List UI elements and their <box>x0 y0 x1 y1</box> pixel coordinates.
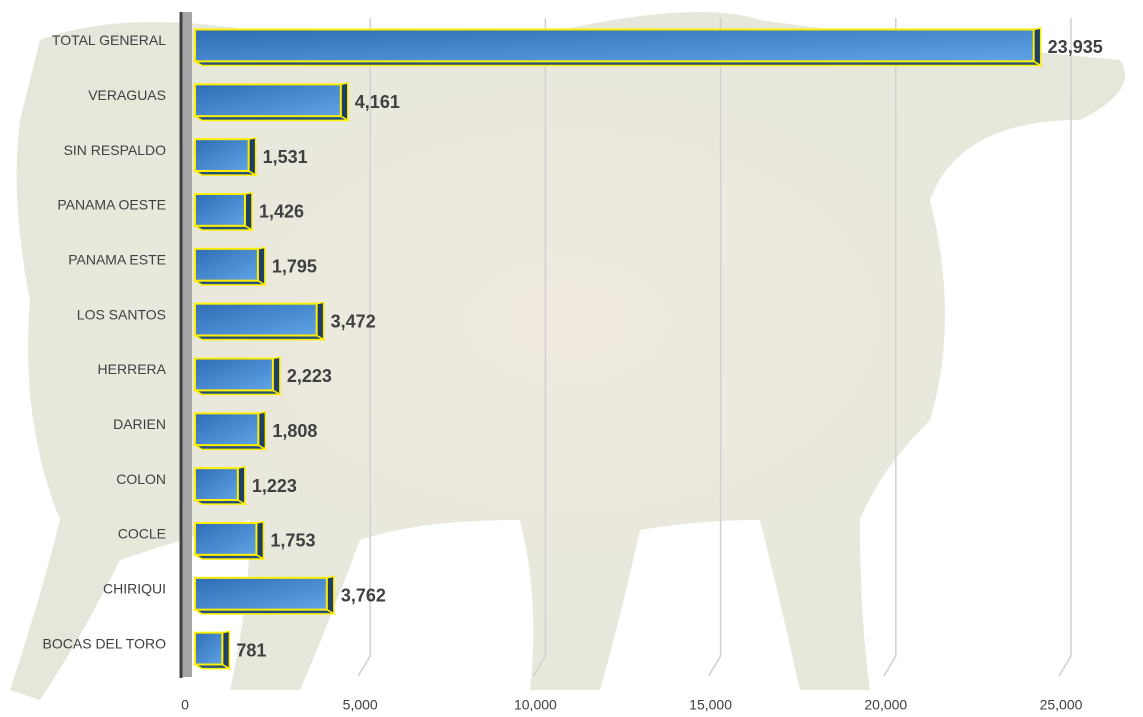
y-tick-label: PANAMA ESTE <box>68 251 166 267</box>
bar-side <box>1032 27 1042 67</box>
bar <box>194 247 259 282</box>
value-label: 1,531 <box>263 147 308 167</box>
bar <box>194 193 246 227</box>
bar <box>194 522 258 556</box>
value-label: 3,472 <box>331 311 376 331</box>
y-tick-label: LOS SANTOS <box>77 306 166 322</box>
grid-line <box>707 18 722 677</box>
y-tick-label: HERRERA <box>98 361 167 377</box>
y-tick-label: DARIEN <box>113 416 166 432</box>
value-label: 3,762 <box>341 586 386 606</box>
value-label: 1,795 <box>272 257 317 277</box>
axis-wall <box>180 12 192 677</box>
bar-side <box>326 575 335 616</box>
bar <box>194 302 318 337</box>
x-tick-label: 10,000 <box>514 697 557 713</box>
grid-line <box>357 18 371 677</box>
y-tick-label: COLON <box>116 471 166 487</box>
value-label: 1,753 <box>270 531 315 551</box>
y-tick-label: CHIRIQUI <box>103 580 166 596</box>
bar-side <box>340 82 349 122</box>
bar <box>194 28 1035 63</box>
y-tick-label: VERAGUAS <box>88 87 166 103</box>
grid-line <box>532 18 547 677</box>
bar <box>194 138 250 172</box>
background-silhouette <box>10 12 1125 700</box>
bar-side <box>255 520 265 561</box>
bar <box>194 576 328 611</box>
bar-side <box>247 136 257 177</box>
value-label: 2,223 <box>287 366 332 386</box>
y-tick-label: SIN RESPALDO <box>64 142 167 158</box>
x-tick-label: 20,000 <box>864 697 907 713</box>
grid-line <box>1058 18 1072 677</box>
bar <box>194 467 239 501</box>
bar-side <box>272 356 281 396</box>
bar <box>194 631 224 666</box>
bar-side <box>257 246 266 287</box>
bar-side <box>315 301 325 342</box>
x-tick-label: 5,000 <box>343 697 378 713</box>
x-tick-label: 0 <box>181 697 189 713</box>
bar <box>194 83 342 118</box>
value-label: 781 <box>236 640 266 660</box>
bar-side <box>237 465 246 506</box>
bar-side <box>257 411 267 451</box>
x-tick-label: 15,000 <box>689 697 732 713</box>
value-label: 4,161 <box>355 92 400 112</box>
y-tick-label: BOCAS DEL TORO <box>43 635 167 651</box>
y-tick-label: PANAMA OESTE <box>57 197 166 213</box>
y-tick-label: COCLE <box>118 526 166 542</box>
value-label: 23,935 <box>1048 37 1103 57</box>
x-tick-label: 25,000 <box>1040 697 1083 713</box>
value-label: 1,426 <box>259 202 304 222</box>
value-label: 1,223 <box>252 476 297 496</box>
value-label: 1,808 <box>272 421 317 441</box>
y-tick-label: TOTAL GENERAL <box>52 32 166 48</box>
bar <box>194 412 260 447</box>
grid-line <box>883 18 897 677</box>
bar <box>194 357 274 392</box>
bar-side <box>244 191 253 232</box>
bar-side <box>221 630 231 671</box>
